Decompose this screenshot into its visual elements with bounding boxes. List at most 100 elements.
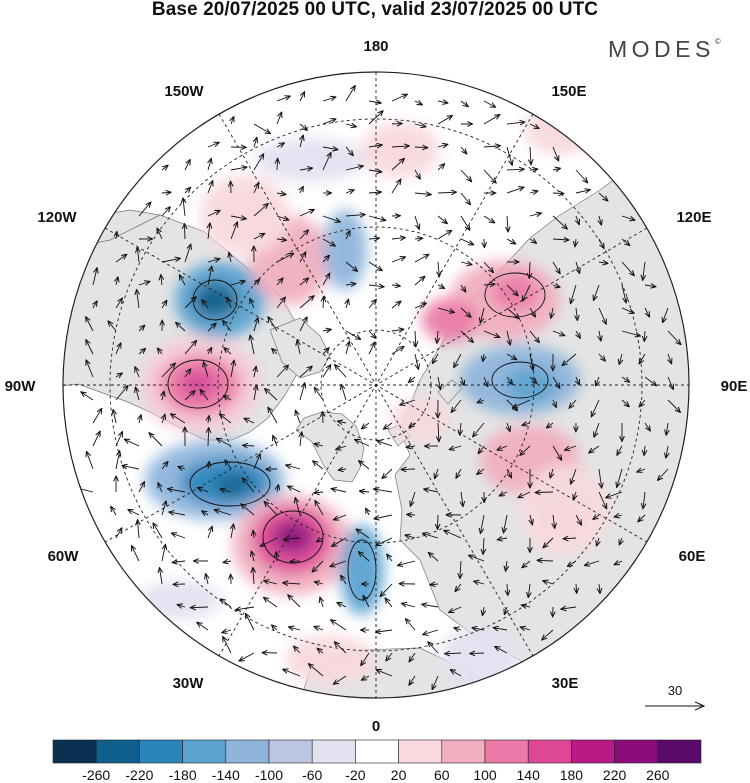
wind-vector xyxy=(483,261,493,272)
wind-vector xyxy=(207,259,220,262)
wind-vector xyxy=(230,216,246,219)
wind-vector xyxy=(231,117,234,125)
wind-vector xyxy=(334,514,347,520)
wind-vector xyxy=(138,326,145,332)
wind-vector xyxy=(498,538,508,540)
wind-vector xyxy=(377,441,393,447)
wind-vector xyxy=(576,583,577,593)
wind-vector xyxy=(542,629,554,640)
wind-vector xyxy=(115,343,121,355)
wind-vector xyxy=(161,462,168,470)
wind-vector xyxy=(483,353,484,361)
wind-vector xyxy=(460,307,471,317)
wind-vector xyxy=(507,422,510,431)
wind-vector xyxy=(478,445,485,453)
wind-vector xyxy=(202,511,209,515)
wind-vector xyxy=(161,166,168,171)
wind-vector xyxy=(376,630,393,632)
wind-vector xyxy=(552,445,562,460)
wind-vector xyxy=(481,514,485,533)
wind-vector xyxy=(472,628,485,630)
anomaly-pos-atlantic-center xyxy=(273,521,313,553)
wind-vector xyxy=(576,307,577,320)
wind-vector xyxy=(314,444,324,446)
wind-vector xyxy=(299,278,308,286)
wind-vector xyxy=(437,285,444,288)
colorbar: -260 -220 -180 -140 -100 -60 -20 20 60 100 140 180 2… xyxy=(52,739,702,783)
wind-vector xyxy=(368,261,382,271)
wind-vector xyxy=(437,215,447,223)
wind-vector xyxy=(217,439,232,447)
wind-vector xyxy=(438,376,440,389)
wind-vector xyxy=(246,614,255,631)
wind-vector xyxy=(551,307,553,318)
wind-vector xyxy=(666,422,668,435)
wind-vector xyxy=(138,282,150,286)
wind-vector xyxy=(506,560,507,571)
wind-vector xyxy=(530,353,533,370)
wind-vector xyxy=(315,388,324,401)
wind-vector xyxy=(483,537,484,554)
colorbar-tick-label: -180 xyxy=(169,767,197,783)
wind-vector xyxy=(506,238,515,244)
wind-vector xyxy=(589,445,600,453)
wind-vector xyxy=(667,330,681,344)
colorbar-tick-label: 180 xyxy=(560,767,584,783)
wind-vector xyxy=(207,527,212,539)
colorbar-swatch xyxy=(95,739,140,764)
wind-vector xyxy=(197,623,209,631)
wind-vector xyxy=(359,461,370,470)
wind-vector xyxy=(336,446,347,450)
wind-vector xyxy=(227,298,231,309)
wind-vector xyxy=(253,204,268,217)
wind-vector xyxy=(220,599,232,608)
wind-vector xyxy=(239,652,255,661)
wind-vector xyxy=(565,445,577,450)
wind-vector xyxy=(506,307,519,319)
wind-vector xyxy=(530,514,532,524)
anomaly-neg-north-pacific xyxy=(255,138,365,182)
wind-vector xyxy=(576,376,579,385)
wind-vector xyxy=(563,538,577,539)
wind-vector xyxy=(543,537,554,548)
wind-vector xyxy=(338,421,347,423)
wind-vector xyxy=(241,504,255,516)
wind-vector xyxy=(331,620,347,631)
wind-vector xyxy=(477,400,485,403)
wind-vector xyxy=(276,143,284,147)
wind-vector xyxy=(528,583,530,597)
wind-vector xyxy=(161,207,170,217)
wind-vector xyxy=(598,307,606,324)
wind-vector xyxy=(437,116,452,125)
wind-vector xyxy=(223,637,232,654)
wind-vector xyxy=(414,147,427,148)
wind-vector xyxy=(87,452,94,470)
wind-vector xyxy=(522,560,531,568)
wind-vector xyxy=(483,115,500,125)
wind-vector xyxy=(644,330,645,341)
colorbar-swatch xyxy=(571,739,615,764)
wind-vector xyxy=(202,300,209,309)
wind-vector xyxy=(171,414,186,424)
wind-vector xyxy=(406,619,416,631)
wind-vector xyxy=(115,386,128,401)
wind-vector xyxy=(299,383,305,401)
wind-vector xyxy=(322,119,336,125)
wind-vector xyxy=(299,296,314,309)
wind-vector xyxy=(621,307,634,313)
lon-label-120w: 120W xyxy=(37,209,77,226)
wind-vector xyxy=(409,423,416,427)
wind-vector xyxy=(136,388,140,401)
map-title: Base 20/07/2025 00 UTC, valid 23/07/2025… xyxy=(151,0,599,20)
wind-vector xyxy=(552,285,560,287)
wind-vector xyxy=(346,342,349,355)
colorbar-tick-label: 20 xyxy=(391,767,407,783)
wind-vector xyxy=(250,299,254,309)
wind-vector xyxy=(530,146,531,164)
wind-vector xyxy=(505,606,508,614)
wind-vector xyxy=(553,514,555,528)
wind-vector xyxy=(345,86,355,102)
colorbar-swatch xyxy=(355,739,399,764)
wind-vector xyxy=(644,422,650,431)
wind-vector xyxy=(276,113,282,125)
